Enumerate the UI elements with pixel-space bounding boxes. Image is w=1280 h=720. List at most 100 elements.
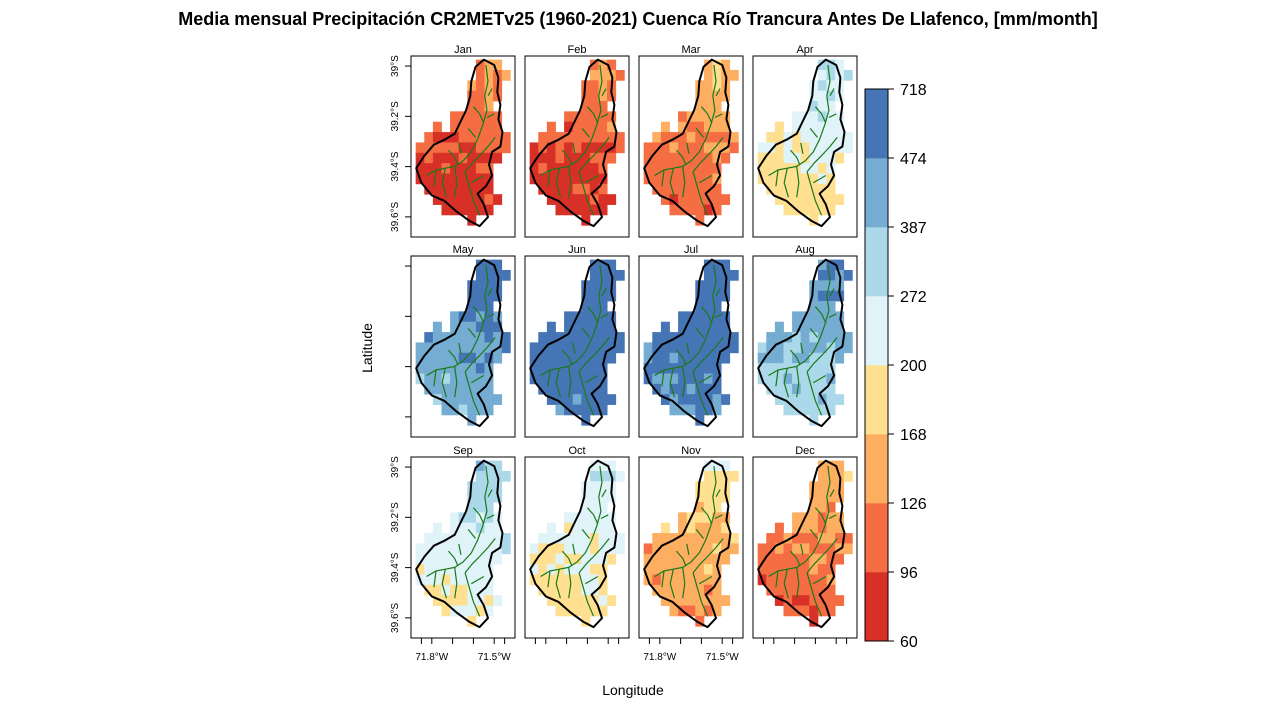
grid-cell xyxy=(467,290,477,302)
grid-cell xyxy=(529,543,539,555)
colorbar-label: 126 xyxy=(900,496,927,513)
grid-cell xyxy=(564,111,574,123)
grid-cell xyxy=(450,543,460,555)
river-line xyxy=(441,168,447,198)
grid-cell xyxy=(809,363,819,374)
grid-cell xyxy=(598,259,608,271)
grid-cell xyxy=(703,363,713,374)
grid-cell xyxy=(493,152,503,164)
grid-cell xyxy=(546,132,556,143)
grid-cell xyxy=(598,342,608,354)
grid-cell xyxy=(546,352,556,364)
grid-cell xyxy=(826,152,836,164)
grid-cell xyxy=(598,564,608,575)
river-line xyxy=(458,342,462,354)
grid-cell xyxy=(598,142,608,154)
grid-cell xyxy=(703,280,713,292)
grid-cell xyxy=(766,574,776,586)
grid-cell xyxy=(809,553,819,565)
grid-cell xyxy=(475,460,485,472)
grid-cell xyxy=(441,394,451,405)
grid-cell xyxy=(783,394,793,405)
panel-title-jun: Jun xyxy=(568,244,586,256)
grid-cell xyxy=(415,342,425,354)
grid-cell xyxy=(783,152,793,164)
grid-cell xyxy=(607,460,617,472)
grid-cell xyxy=(695,564,705,575)
grid-cell xyxy=(652,574,662,586)
grid-cell xyxy=(484,595,494,606)
river-line xyxy=(600,113,609,119)
river-line xyxy=(467,128,476,138)
river-line xyxy=(768,265,831,377)
grid-cell xyxy=(501,533,511,544)
grid-cell xyxy=(669,595,679,606)
grid-cell xyxy=(572,543,582,555)
y-tick-label: 39.6°S xyxy=(390,202,401,232)
grid-cell xyxy=(581,301,591,312)
panel-frame xyxy=(410,456,516,639)
grid-cell xyxy=(826,121,836,133)
grid-cell xyxy=(774,383,784,395)
grid-cell xyxy=(766,352,776,364)
river-line xyxy=(796,366,800,398)
grid-cell xyxy=(826,404,836,416)
grid-cell xyxy=(493,460,503,472)
grid-cell xyxy=(721,522,731,534)
river-line xyxy=(829,88,835,97)
grid-cell xyxy=(564,142,574,154)
grid-cell xyxy=(678,173,688,185)
grid-cell xyxy=(826,301,836,312)
grid-cell xyxy=(800,584,810,596)
grid-cell xyxy=(493,111,503,123)
grid-cell xyxy=(703,142,713,154)
grid-cell xyxy=(712,101,722,112)
basin-outline xyxy=(529,459,618,629)
grid-cell xyxy=(450,321,460,333)
grid-cell xyxy=(484,543,494,555)
grid-cell xyxy=(467,342,477,354)
panel-oct: Oct xyxy=(524,445,630,644)
grid-cell xyxy=(774,194,784,205)
grid-cell xyxy=(572,553,582,565)
grid-cell xyxy=(809,290,819,302)
grid-cell xyxy=(501,342,511,354)
grid-cell xyxy=(817,470,827,482)
grid-cell xyxy=(774,543,784,555)
grid-cell xyxy=(598,269,608,281)
grid-cell xyxy=(809,101,819,112)
grid-cell xyxy=(686,152,696,164)
grid-cell xyxy=(529,342,539,354)
grid-cell xyxy=(712,290,722,302)
grid-cell xyxy=(589,259,599,271)
grid-cell xyxy=(660,352,670,364)
y-tick-label: 39°S xyxy=(390,456,401,478)
grid-cell xyxy=(493,59,503,71)
grid-cell xyxy=(546,152,556,164)
grid-cell xyxy=(598,163,608,174)
grid-cell xyxy=(581,584,591,596)
river-line xyxy=(555,168,561,198)
grid-cell xyxy=(581,543,591,555)
grid-cell xyxy=(712,543,722,555)
grid-cell xyxy=(484,342,494,354)
river-line xyxy=(775,570,779,588)
grid-cell xyxy=(432,373,442,385)
grid-cell xyxy=(432,183,442,195)
grid-cell xyxy=(809,605,819,617)
grid-cell xyxy=(766,533,776,544)
grid-cell xyxy=(792,574,802,586)
grid-cell xyxy=(458,152,468,164)
grid-cell xyxy=(817,280,827,292)
grid-cell xyxy=(467,111,477,123)
grid-cell xyxy=(826,595,836,606)
grid-cell xyxy=(695,584,705,596)
grid-cell xyxy=(686,163,696,174)
grid-cell xyxy=(450,533,460,544)
grid-cell xyxy=(695,301,705,312)
panel-frame xyxy=(638,456,744,639)
grid-cell xyxy=(660,142,670,154)
grid-cell xyxy=(581,553,591,565)
grid-cell xyxy=(555,595,565,606)
grid-cell xyxy=(695,404,705,416)
